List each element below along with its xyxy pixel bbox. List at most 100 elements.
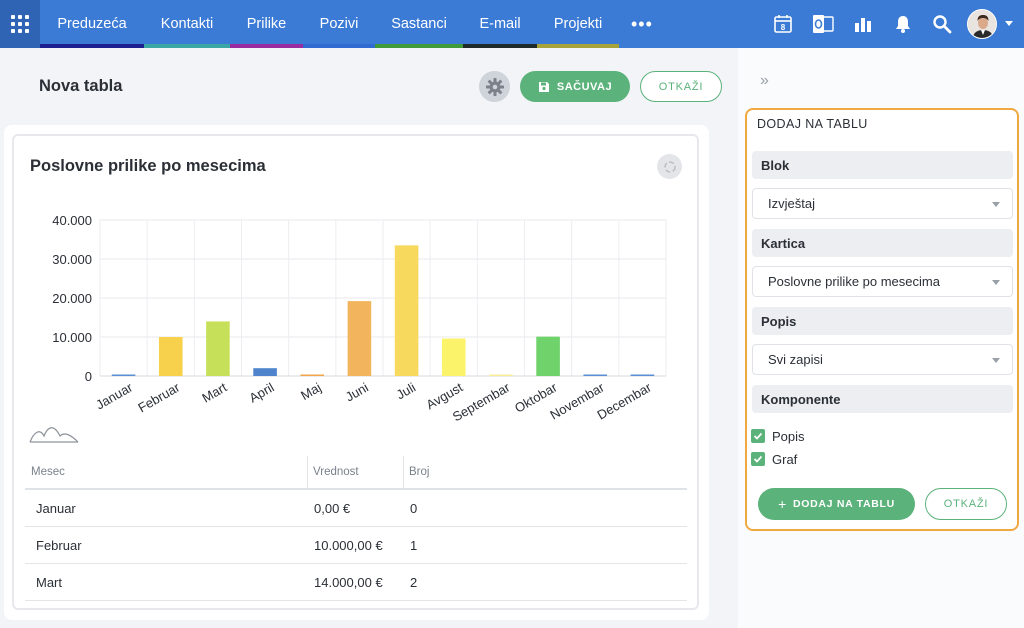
x-tick-label: Januar (93, 379, 136, 412)
x-tick-label: Juli (394, 380, 418, 403)
nav-tab-projekti[interactable]: Projekti (537, 0, 619, 48)
avatar-dropdown-caret-icon[interactable] (1005, 21, 1013, 26)
chart-bar[interactable] (111, 374, 136, 377)
nav-tab-preduzeca[interactable]: Preduzeća (40, 0, 144, 48)
chart-type-toggle-icon[interactable] (29, 427, 79, 443)
checkbox-label: Popis (772, 428, 805, 444)
nav-tab-label: Preduzeća (57, 16, 127, 32)
nav-tab-label: Sastanci (391, 16, 447, 32)
x-tick-label: Decembar (594, 379, 654, 422)
bar-chart: 40.000 30.000 20.000 10.000 0 Januar Februar M… (29, 213, 667, 443)
nav-tab-underline (40, 44, 144, 48)
section-label-popis: Popis (752, 307, 1013, 335)
outlook-icon[interactable] (811, 12, 835, 36)
refresh-icon (663, 160, 676, 173)
checkbox-graf[interactable]: Graf (751, 451, 797, 467)
chart-bar[interactable] (489, 374, 513, 377)
nav-tab-kontakti[interactable]: Kontakti (144, 0, 230, 48)
nav-tab-label: Pozivi (319, 16, 359, 32)
panel-cancel-button[interactable]: OTKAŽI (925, 488, 1007, 520)
table-cell-count: 0 (410, 501, 418, 516)
avatar-icon (968, 10, 996, 38)
notifications-bell-icon[interactable] (891, 12, 915, 36)
save-button-label: SAČUVAJ (556, 80, 613, 93)
chart-y-axis: 40.000 30.000 20.000 10.000 0 (52, 213, 92, 384)
chevron-down-icon (992, 280, 1000, 285)
nav-tab-sastanci[interactable]: Sastanci (375, 0, 463, 48)
save-button[interactable]: SAČUVAJ (520, 71, 630, 102)
table-header-mesec[interactable]: Mesec (31, 466, 65, 478)
blok-select[interactable]: Izvještaj (752, 188, 1013, 219)
table-cell-month: Januar (36, 501, 76, 516)
chart-bar[interactable] (630, 374, 655, 377)
chart-bar[interactable] (441, 338, 466, 376)
reports-chart-icon[interactable] (851, 12, 875, 36)
table-cell-month: Februar (36, 538, 82, 553)
checkbox-popis[interactable]: Popis (751, 428, 805, 444)
table-row[interactable]: Februar 10.000,00 € 1 (25, 527, 687, 564)
x-tick-label: Mart (199, 379, 229, 405)
table-cell-count: 1 (410, 538, 418, 553)
chart-grid (99, 219, 667, 377)
cancel-button[interactable]: OTKAŽI (640, 71, 722, 102)
nav-tab-label: Kontakti (160, 16, 214, 32)
checkbox-label: Graf (772, 451, 798, 467)
data-table: Mesec Vrednost Broj Januar 0,00 € 0 Febr… (25, 456, 687, 601)
checkbox-checked-icon[interactable] (751, 452, 765, 466)
chart-x-axis: Januar Februar Mart April Maj Juni Juli AvgustS… (93, 379, 654, 424)
table-cell-month: Mart (36, 575, 62, 590)
chart-bars (111, 245, 655, 377)
chevron-down-icon (992, 202, 1000, 207)
table-header-vrednost[interactable]: Vrednost (313, 466, 359, 478)
table-header-row: Mesec Vrednost Broj (25, 456, 687, 490)
y-tick-label: 20.000 (52, 291, 92, 306)
y-tick-label: 40.000 (52, 213, 92, 228)
nav-tab-prilike[interactable]: Prilike (230, 0, 303, 48)
search-icon[interactable] (930, 12, 954, 36)
calendar-day-number: 8 (781, 23, 786, 32)
nav-tab-underline (537, 44, 619, 48)
refresh-button[interactable] (657, 154, 682, 179)
chart-bar[interactable] (300, 374, 325, 377)
user-avatar[interactable] (967, 9, 997, 39)
table-cell-value: 14.000,00 € (314, 575, 383, 590)
settings-gear-button[interactable] (479, 71, 510, 102)
x-tick-label: Maj (298, 380, 324, 404)
x-tick-label: Februar (135, 379, 183, 415)
nav-tab-underline (144, 44, 230, 48)
apps-grid-icon (11, 15, 29, 33)
gear-icon (485, 77, 504, 96)
chart-bar[interactable] (253, 368, 277, 376)
table-row[interactable]: Mart 14.000,00 € 2 (25, 564, 687, 601)
chart-bar[interactable] (158, 337, 183, 376)
y-tick-label: 0 (85, 369, 92, 384)
add-to-board-button[interactable]: + DODAJ NA TABLU (758, 488, 915, 520)
table-row[interactable]: Januar 0,00 € 0 (25, 490, 687, 527)
section-label-kartica: Kartica (752, 229, 1013, 257)
chart-bar[interactable] (583, 374, 608, 377)
panel-title: DODAJ NA TABLU (757, 117, 868, 131)
checkbox-checked-icon[interactable] (751, 429, 765, 443)
plus-icon: + (778, 496, 787, 512)
card-title: Poslovne prilike po mesecima (30, 157, 266, 175)
nav-tab-email[interactable]: E-mail (463, 0, 537, 48)
chart-bar[interactable] (394, 245, 419, 376)
chart-bar[interactable] (347, 301, 372, 376)
popis-select[interactable]: Svi zapisi (752, 344, 1013, 375)
apps-grid-button[interactable] (0, 0, 40, 48)
nav-tab-label: Projekti (553, 16, 603, 32)
calendar-icon[interactable]: 8 (771, 12, 795, 36)
nav-tab-label: E-mail (479, 16, 521, 32)
add-to-board-label: DODAJ NA TABLU (792, 498, 895, 510)
chart-bar[interactable] (206, 321, 230, 376)
kartica-select[interactable]: Poslovne prilike po mesecima (752, 266, 1013, 297)
section-label-komponente: Komponente (752, 385, 1013, 413)
y-tick-label: 10.000 (52, 330, 92, 345)
chart-bar[interactable] (536, 336, 560, 376)
x-tick-label: Juni (343, 380, 371, 405)
nav-tab-pozivi[interactable]: Pozivi (303, 0, 375, 48)
more-tabs-button[interactable]: ••• (631, 13, 653, 34)
collapse-panel-icon[interactable]: » (760, 72, 769, 89)
column-divider (307, 456, 308, 488)
table-header-broj[interactable]: Broj (409, 466, 430, 478)
